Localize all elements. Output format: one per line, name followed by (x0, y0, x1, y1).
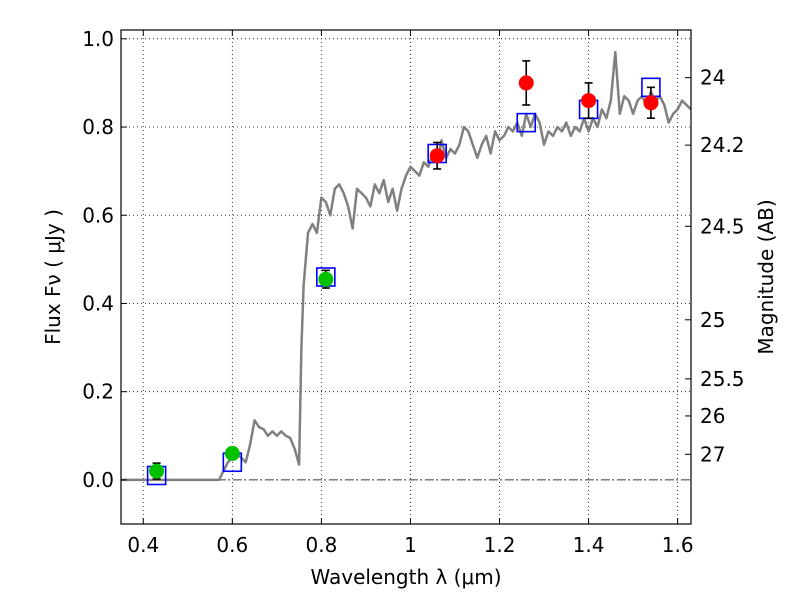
y-tick-label: 0.8 (82, 115, 114, 139)
model-flux-square (516, 112, 537, 133)
x-axis-label: Wavelength λ (μm) (310, 565, 501, 589)
y-tick-label: 0.2 (82, 380, 114, 404)
magnitude-tick-label: 26 (700, 404, 725, 428)
model-spectrum-line (121, 50, 692, 482)
observed-flux-point (429, 148, 445, 164)
x-tick-label: 1 (404, 533, 417, 557)
x-tick-label: 0.6 (216, 533, 248, 557)
magnitude-tick-label: 25 (700, 308, 725, 332)
tick-layer: 0.4 0.6 0.8 1 1.2 1.4 1.6 0.0 0.2 0.4 0.6 0.8 1.0 24 2… (82, 27, 744, 557)
observed-flux-point (643, 95, 659, 111)
magnitude-tick-label: 27 (700, 442, 725, 466)
observed-flux-point (318, 271, 334, 287)
magnitude-tick-label: 24.5 (700, 214, 745, 238)
observed-flux-point (149, 463, 165, 479)
x-tick-label: 0.8 (305, 533, 337, 557)
observed-flux-point (518, 75, 534, 91)
x-tick-label: 1.2 (484, 533, 516, 557)
magnitude-tick-label: 25.5 (700, 367, 745, 391)
y-axis-label: Flux Fν ( μJy ) (41, 209, 65, 345)
y-tick-label: 0.4 (82, 291, 114, 315)
x-tick-label: 0.4 (127, 533, 159, 557)
observed-flux-point (224, 445, 240, 461)
y-tick-label: 1.0 (82, 27, 114, 51)
x-tick-label: 1.4 (573, 533, 605, 557)
x-tick-label: 1.6 (662, 533, 694, 557)
magnitude-tick-label: 24 (700, 66, 725, 90)
observed-flux-point (581, 93, 597, 109)
y-tick-label: 0.6 (82, 203, 114, 227)
magnitude-tick-label: 24.2 (700, 133, 745, 157)
plot-frame (120, 29, 692, 525)
magnitude-axis-label: Magnitude (AB) (754, 199, 778, 354)
plot-layer (121, 50, 692, 486)
y-tick-label: 0.0 (82, 468, 114, 492)
